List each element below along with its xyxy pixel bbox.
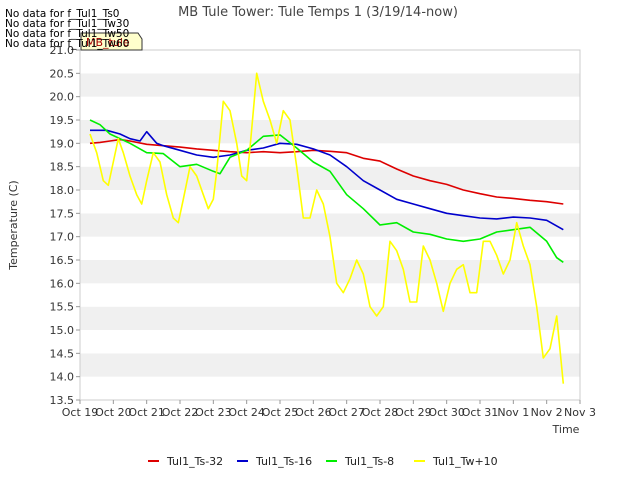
x-tick-label: Oct 19	[62, 406, 99, 419]
y-tick-label: 19.5	[50, 114, 75, 127]
y-axis-label: Temperature (C)	[7, 180, 20, 270]
x-tick-label: Oct 31	[462, 406, 499, 419]
plot-area	[79, 49, 581, 401]
x-tick-label: Nov 3	[564, 406, 596, 419]
grid-band	[80, 73, 580, 97]
no-data-message: No data for f_Tul1_Ts0	[5, 8, 120, 20]
tooltip-label: MB_tule	[86, 36, 130, 49]
x-tick-label: Oct 20	[95, 406, 132, 419]
grid-band	[80, 166, 580, 190]
grid-band	[80, 120, 580, 144]
grid-band	[80, 260, 580, 284]
x-tick-label: Oct 27	[328, 406, 365, 419]
y-tick-label: 17.0	[50, 231, 75, 244]
x-tick-label: Nov 2	[531, 406, 563, 419]
series-line-Tul1_Ts-32	[89, 138, 564, 205]
x-axis-label: Time	[552, 423, 580, 436]
grid-band	[80, 283, 580, 307]
grid-band	[80, 236, 580, 260]
no-data-message: No data for f_Tul1_Tw50	[5, 28, 130, 40]
y-tick-label: 21.0	[50, 44, 75, 57]
grid-band	[80, 213, 580, 237]
grid-band	[80, 376, 580, 400]
legend-label: Tul1_Ts-32	[166, 455, 223, 468]
y-tick-label: 16.5	[50, 254, 75, 267]
y-tick-label: 16.0	[50, 277, 75, 290]
y-tick-label: 17.5	[50, 207, 75, 220]
y-tick-label: 18.0	[50, 184, 75, 197]
x-tick-label: Oct 30	[428, 406, 465, 419]
grid-band	[80, 190, 580, 214]
x-tick-label: Oct 22	[162, 406, 199, 419]
x-tick-label: Oct 26	[295, 406, 332, 419]
legend-label: Tul1_Ts-16	[255, 455, 312, 468]
y-tick-label: 15.0	[50, 324, 75, 337]
x-tick-label: Oct 25	[262, 406, 299, 419]
y-tick-label: 18.5	[50, 161, 75, 174]
grid-band	[80, 50, 580, 74]
chart-title: MB Tule Tower: Tule Temps 1 (3/19/14-now…	[178, 5, 458, 20]
no-data-message: No data for f_Tul1_Tw60	[5, 38, 130, 50]
y-axis: 13.5 14.0 14.5 15.0 15.5 16.0 16.5 17.0 17.5 18.0…	[50, 44, 80, 407]
x-tick-label: Oct 28	[362, 406, 399, 419]
grid-band	[80, 330, 580, 354]
y-tick-label: 20.0	[50, 91, 75, 104]
x-tick-label: Oct 29	[395, 406, 432, 419]
x-tick-label: Oct 21	[128, 406, 165, 419]
grid-band	[80, 96, 580, 120]
legend-label: Tul1_Ts-8	[344, 455, 394, 468]
legend: Tul1_Ts-32 Tul1_Ts-16 Tul1_Ts-8 Tul1_Tw+10	[148, 455, 498, 468]
grid-band	[80, 306, 580, 330]
grid-band	[80, 353, 580, 377]
y-tick-label: 14.0	[50, 371, 75, 384]
y-tick-label: 19.0	[50, 137, 75, 150]
series-lines	[89, 72, 565, 384]
no-data-message: No data for f_Tul1_Tw30	[5, 18, 130, 30]
series-line-Tul1_Tw+10	[89, 72, 565, 384]
series-line-Tul1_Ts-8	[89, 119, 564, 263]
grid-bands	[80, 50, 580, 400]
x-tick-label: Nov 1	[497, 406, 529, 419]
legend-label: Tul1_Tw+10	[432, 455, 498, 468]
y-tick-label: 13.5	[50, 394, 75, 407]
series-line-Tul1_Ts-16	[90, 129, 564, 231]
tooltip: MB_tule	[80, 32, 143, 51]
y-tick-label: 14.5	[50, 347, 75, 360]
y-tick-label: 15.5	[50, 301, 75, 314]
tooltip-box	[80, 32, 143, 51]
y-tick-label: 20.5	[50, 67, 75, 80]
x-tick-label: Oct 23	[195, 406, 232, 419]
x-tick-label: Oct 24	[228, 406, 265, 419]
